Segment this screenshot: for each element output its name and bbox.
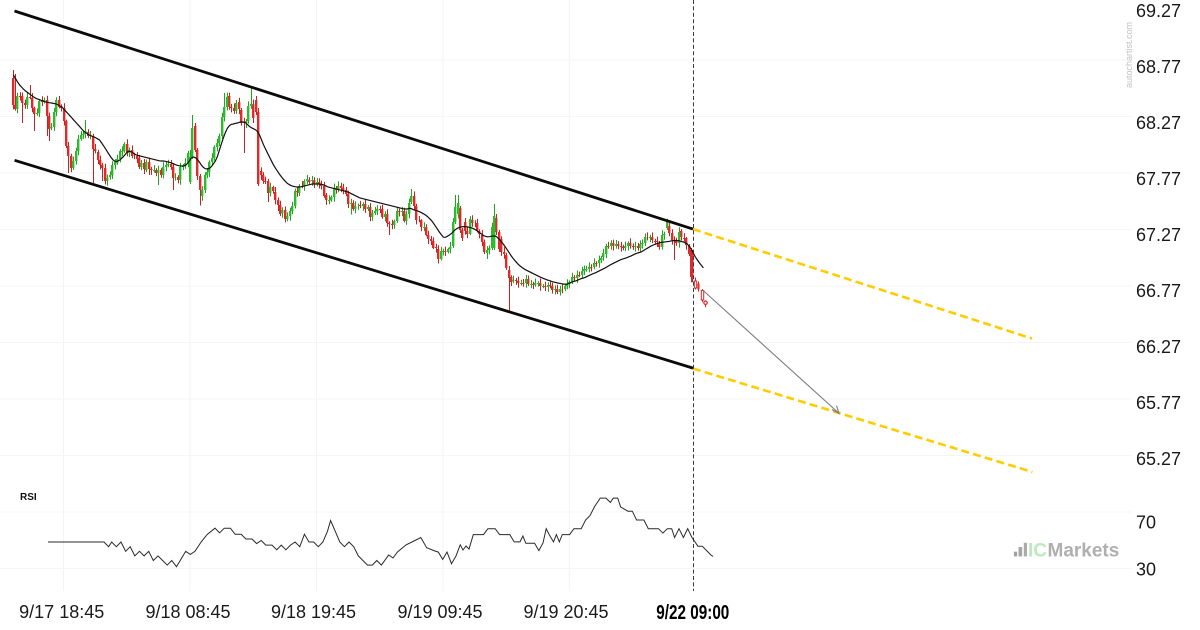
svg-text:67.27: 67.27	[1136, 225, 1181, 245]
svg-text:IC: IC	[1028, 540, 1047, 561]
svg-text:67.77: 67.77	[1136, 169, 1181, 189]
svg-text:66.27: 66.27	[1136, 337, 1181, 357]
svg-text:autochartist.com: autochartist.com	[1124, 22, 1134, 88]
svg-text:9/18 08:45: 9/18 08:45	[145, 602, 230, 622]
svg-text:9/19 09:45: 9/19 09:45	[397, 602, 482, 622]
svg-text:68.77: 68.77	[1136, 57, 1181, 77]
svg-text:9/18 19:45: 9/18 19:45	[271, 602, 356, 622]
svg-text:69.27: 69.27	[1136, 1, 1181, 21]
svg-text:30: 30	[1136, 560, 1156, 580]
svg-text:9/19 20:45: 9/19 20:45	[523, 602, 608, 622]
svg-text:Markets: Markets	[1048, 540, 1120, 561]
svg-text:9/22 09:00: 9/22 09:00	[656, 602, 729, 624]
svg-text:68.27: 68.27	[1136, 113, 1181, 133]
svg-text:65.27: 65.27	[1136, 449, 1181, 469]
svg-text:65.77: 65.77	[1136, 393, 1181, 413]
svg-text:RSI: RSI	[20, 492, 37, 503]
svg-text:9/17 18:45: 9/17 18:45	[19, 602, 104, 622]
svg-text:66.77: 66.77	[1136, 281, 1181, 301]
svg-text:70: 70	[1136, 513, 1156, 533]
